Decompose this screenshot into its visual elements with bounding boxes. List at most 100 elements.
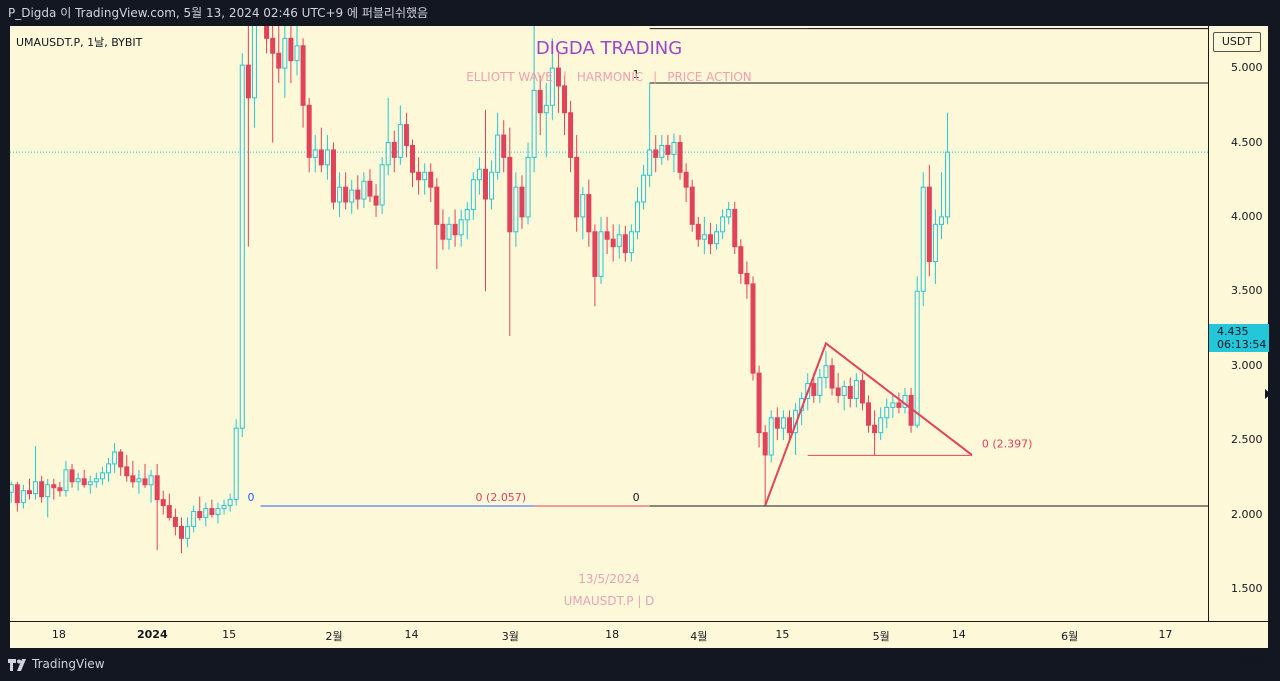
time-tick: 17 <box>1158 628 1173 641</box>
time-axis[interactable]: 18 2024 15 2월 14 3월 18 4월 15 5월 14 6월 17 <box>10 621 1268 648</box>
candle-body <box>57 487 63 492</box>
candle-body <box>926 186 932 263</box>
candle-body <box>130 475 136 483</box>
watermark-separator: | <box>562 70 567 84</box>
fib-level-label: 0 <box>633 491 640 504</box>
candle-body <box>732 208 738 248</box>
candle-body <box>641 174 647 203</box>
price-axis[interactable]: USDT 4.435 06:13:54 8.0007.5007.0006.500… <box>1208 26 1269 669</box>
brand-name: TradingView <box>32 657 105 671</box>
candle-body <box>945 151 951 218</box>
candle-body <box>39 481 45 498</box>
fib-level-label: 1 <box>633 68 640 81</box>
candle-body <box>726 208 732 218</box>
price-tick: 2.500 <box>1231 433 1263 447</box>
last-price-label: 4.435 06:13:54 <box>1209 324 1269 352</box>
candle-body <box>26 490 32 495</box>
candle-body <box>446 223 452 240</box>
candle-body <box>239 64 245 429</box>
candle-body <box>410 144 416 173</box>
candle-body <box>209 508 215 516</box>
candle-body <box>215 508 221 516</box>
last-price-countdown: 06:13:54 <box>1217 338 1267 351</box>
candle-body <box>568 112 574 158</box>
candle-body <box>112 451 118 465</box>
candle-body <box>701 234 707 240</box>
candle-body <box>45 484 51 498</box>
candle-body <box>385 142 391 166</box>
candle-body <box>148 475 154 486</box>
candle-body <box>786 417 792 434</box>
candle-body <box>932 223 938 263</box>
candle-body <box>361 180 367 200</box>
candle-body <box>87 481 93 486</box>
candle-body <box>221 505 227 510</box>
candle-body <box>63 469 69 492</box>
candle-body <box>689 186 695 225</box>
candle-body <box>440 223 446 240</box>
candle-body <box>890 402 896 408</box>
time-tick: 4월 <box>690 630 708 643</box>
price-tick: 4.000 <box>1231 209 1263 223</box>
candle-body <box>586 194 592 233</box>
chart-pane[interactable]: 10.78601.13 (5.942)1 (5.495)0 (2.057)2.6… <box>10 26 1208 621</box>
candle-body <box>513 186 519 233</box>
candle-body <box>671 142 677 155</box>
candle-body <box>738 246 744 274</box>
candle-body <box>616 234 622 248</box>
candle-body <box>683 171 689 188</box>
candle-body <box>93 478 99 483</box>
watermark-separator: | <box>653 70 658 84</box>
candle-body <box>397 124 403 158</box>
candle-body <box>920 186 926 292</box>
tradingview-logo[interactable]: TradingView <box>8 648 105 681</box>
candle-body <box>610 238 616 248</box>
chart-svg[interactable]: 10.78601.13 (5.942)1 (5.495)0 (2.057)2.6… <box>10 26 1208 621</box>
candle-body <box>598 231 604 277</box>
candle-body <box>507 156 513 233</box>
candle-body <box>555 67 561 87</box>
scroll-marker-icon[interactable] <box>1265 389 1271 399</box>
watermark-symbol: UMAUSDT.P | D <box>563 594 655 608</box>
watermark-sub-1: ELLIOTT WAVE <box>466 70 553 84</box>
candle-body <box>99 472 105 480</box>
candle-body <box>823 365 829 379</box>
candle-body <box>300 45 306 106</box>
candle-body <box>829 365 835 389</box>
candle-body <box>191 511 197 527</box>
candle-body <box>14 484 20 504</box>
candle-body <box>403 124 409 146</box>
candle-body <box>270 37 276 54</box>
candle-body <box>762 432 768 456</box>
candle-body <box>233 427 239 501</box>
candle-body <box>428 171 434 188</box>
candle-body <box>482 168 488 200</box>
candle-body <box>118 451 124 468</box>
candle-body <box>312 149 318 158</box>
price-tick: 3.500 <box>1231 284 1263 298</box>
candle-body <box>634 201 640 233</box>
candle-body <box>847 386 853 399</box>
candle-body <box>695 223 701 240</box>
candle-body <box>10 484 14 493</box>
fib-level-label: 2.618 (5.266) <box>973 26 1048 27</box>
price-tick: 5.000 <box>1231 61 1263 75</box>
fib-level-label: 0 (2.057) <box>476 491 527 504</box>
candle-body <box>343 186 349 203</box>
candle-body <box>282 37 288 69</box>
time-tick: 5월 <box>872 630 890 643</box>
candle-body <box>33 481 39 495</box>
candle-body <box>373 195 379 206</box>
candle-body <box>562 85 568 114</box>
chart-frame[interactable]: 10.78601.13 (5.942)1 (5.495)0 (2.057)2.6… <box>10 26 1269 669</box>
currency-selector[interactable]: USDT <box>1213 32 1261 52</box>
candle-body <box>106 463 112 474</box>
candle-body <box>647 149 653 176</box>
candle-body <box>318 149 324 166</box>
candle-body <box>896 402 902 408</box>
footer: TradingView <box>0 648 1280 681</box>
candle-body <box>69 469 75 483</box>
candle-body <box>774 417 780 429</box>
candle-body <box>324 149 330 166</box>
tradingview-logo-icon <box>8 658 26 671</box>
